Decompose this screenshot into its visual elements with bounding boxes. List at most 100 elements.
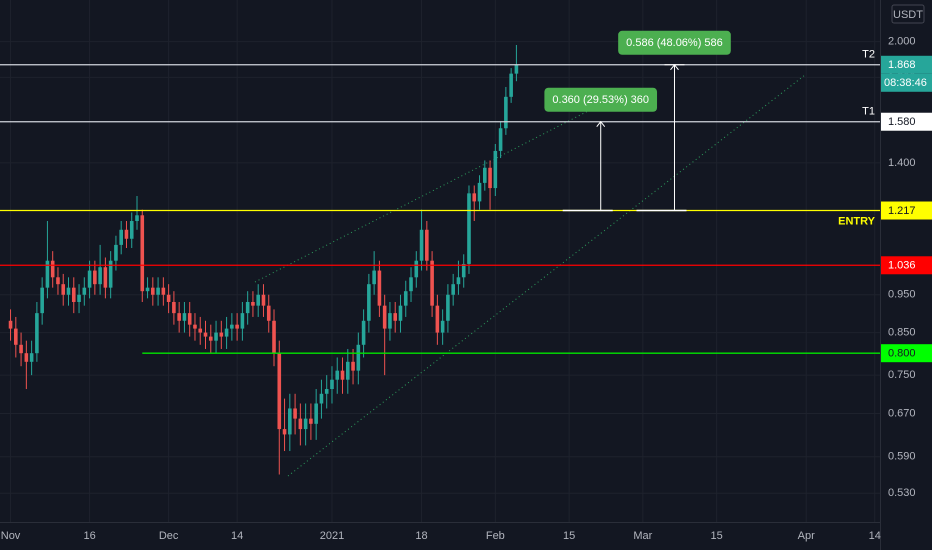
candle-body	[251, 301, 255, 306]
candle-body	[504, 96, 508, 129]
candle-body	[87, 270, 92, 288]
measure-label: 0.586 (48.06%) 586	[626, 37, 723, 49]
countdown-box	[881, 73, 932, 92]
candle-body	[8, 320, 13, 329]
x-tick-label: Dec	[159, 530, 179, 542]
candle-body	[245, 301, 250, 314]
candle-body	[482, 167, 487, 183]
plot: T2 T1 ENTRY 0.360 (29.53%) 360 0.586 (48.06%…	[0, 30, 880, 475]
candle-body	[172, 301, 176, 314]
candle-body	[440, 320, 445, 333]
candle-body	[14, 328, 18, 345]
candle-body	[382, 305, 387, 329]
y-tick-label: 0.670	[888, 407, 916, 419]
candle-body	[451, 284, 455, 295]
candle-body	[256, 294, 261, 306]
trend-line	[254, 109, 591, 283]
level-label: ENTRY	[838, 215, 876, 227]
y-tick-label: 0.850	[888, 326, 916, 338]
x-tick-label: 14	[231, 530, 243, 542]
price-label-box	[881, 344, 932, 363]
candle-body	[398, 305, 403, 321]
price-label: 1.217	[888, 205, 916, 217]
candle-body	[203, 332, 208, 337]
candle-body	[24, 353, 29, 362]
candle-body	[19, 344, 23, 354]
candle-body	[198, 328, 203, 333]
candle-body	[372, 270, 376, 285]
y-tick-label: 0.530	[888, 487, 916, 499]
candle-body	[509, 73, 513, 97]
y-tick-label: 0.590	[888, 451, 916, 463]
candle-body	[108, 260, 113, 288]
candle-body	[208, 336, 213, 341]
candle-body	[145, 287, 150, 292]
candle-body	[266, 305, 271, 321]
candle-body	[156, 287, 160, 295]
candle-body	[214, 332, 218, 341]
candle-body	[298, 418, 303, 430]
candle-body	[187, 313, 192, 325]
candle-body	[409, 277, 413, 292]
candle-body	[351, 361, 355, 371]
candle-body	[40, 287, 44, 314]
candle-body	[303, 418, 308, 430]
candle-body	[261, 294, 266, 306]
currency[interactable]: USDT	[893, 9, 923, 21]
candle-body	[219, 332, 224, 337]
candle-body	[282, 429, 287, 435]
candle-body	[314, 403, 318, 424]
countdown: 08:38:46	[884, 77, 927, 89]
currency-box[interactable]	[891, 4, 925, 24]
price-label: 1.868	[888, 59, 916, 71]
candle-body	[393, 313, 398, 321]
candle-body	[29, 353, 34, 362]
price-axis: 0.5300.5900.6700.7500.8500.9501.4001.800…	[881, 35, 932, 499]
y-tick-label: 2.000	[888, 35, 916, 47]
candle-body	[488, 167, 492, 189]
candle-body	[235, 324, 239, 329]
candle-body	[330, 379, 334, 390]
candle-body	[361, 320, 366, 345]
candle-body	[129, 221, 134, 239]
y-tick-label: 1.400	[888, 157, 916, 169]
x-tick-label: 18	[415, 530, 427, 542]
candle-body	[193, 324, 197, 329]
candle-body	[93, 270, 97, 285]
candle-body	[82, 287, 87, 295]
grid	[0, 0, 880, 522]
candle-body	[98, 267, 102, 285]
candle-body	[498, 128, 503, 151]
y-tick-label: 0.950	[888, 289, 916, 301]
candle-body	[324, 389, 329, 394]
candle-body	[50, 260, 55, 278]
candle-body	[446, 294, 450, 321]
candle-body	[272, 320, 276, 354]
measure-box	[544, 87, 658, 112]
candle-body	[477, 182, 482, 202]
candle-body	[166, 294, 171, 302]
candle-body	[425, 229, 429, 261]
candle-body	[335, 370, 340, 380]
arrow-head	[596, 120, 606, 128]
level-label: T1	[862, 106, 875, 118]
price-label: 1.580	[888, 116, 916, 128]
candle-body	[45, 260, 50, 288]
x-tick-label: Nov	[1, 530, 21, 542]
candle-body	[35, 313, 39, 354]
y-tick-label: 0.750	[888, 369, 916, 381]
x-tick-label: Mar	[633, 530, 652, 542]
level-label: T2	[862, 49, 875, 61]
candle-body	[309, 418, 313, 424]
measure-label: 0.360 (29.53%) 360	[552, 94, 649, 106]
candle-body	[345, 361, 350, 380]
x-tick-label: 2021	[320, 530, 344, 542]
price-label: 0.800	[888, 348, 916, 360]
price-label-box	[881, 201, 932, 220]
candle-body	[224, 328, 229, 337]
candle-body	[77, 294, 81, 302]
candle-body	[61, 284, 66, 295]
candle-body	[71, 287, 76, 302]
